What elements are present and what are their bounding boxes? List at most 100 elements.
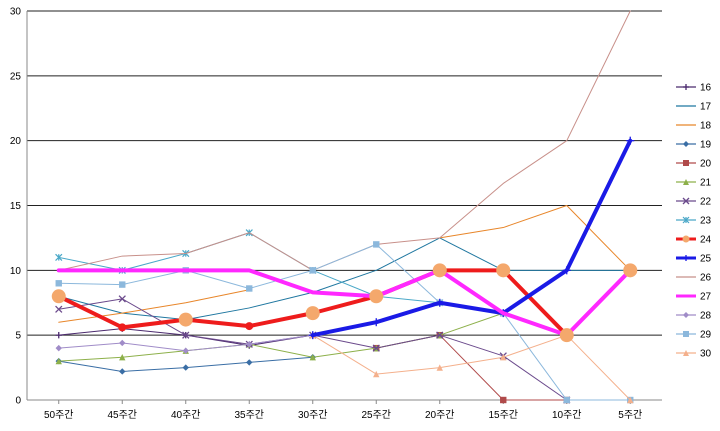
data-point-29	[373, 241, 380, 248]
y-axis-ticks: 0 5 10 15 20 25 30	[10, 7, 22, 407]
legend-label: 24	[700, 235, 712, 246]
legend-item-21: 21	[676, 178, 712, 189]
legend-label: 19	[700, 140, 712, 151]
markers-layer	[51, 263, 638, 343]
legend-item-16: 16	[676, 83, 712, 94]
y-tick-label: 30	[10, 7, 22, 18]
data-point-24	[245, 322, 254, 331]
legend-label: 21	[700, 178, 712, 189]
data-point-23	[55, 253, 63, 261]
data-point-28	[182, 347, 189, 354]
legend-label: 18	[700, 121, 712, 132]
data-point-25	[372, 318, 381, 327]
data-point-22	[118, 295, 126, 303]
legend-marker	[682, 197, 690, 205]
series-line-18	[439, 205, 631, 271]
series-line-25	[310, 138, 633, 338]
legend-label: 27	[700, 292, 712, 303]
legend-item-19: 19	[676, 140, 712, 151]
data-point-21	[55, 357, 62, 365]
data-point-19	[119, 368, 126, 375]
data-point-21	[309, 354, 316, 361]
series-17	[58, 237, 631, 321]
legend-label: 30	[700, 349, 712, 360]
highlight-point-24	[51, 289, 66, 304]
legend-label: 22	[700, 197, 712, 208]
series-line-18	[58, 289, 250, 323]
x-tick-label: 15주간	[488, 409, 518, 421]
data-point-20	[500, 396, 507, 404]
x-tick-label: 35주간	[234, 409, 264, 421]
legend-label: 26	[700, 273, 712, 284]
data-point-25	[626, 136, 635, 145]
legend-item-24: 24	[676, 235, 712, 246]
data-point-25	[308, 331, 317, 340]
legend-marker	[683, 160, 689, 166]
x-tick-label: 50주간	[44, 409, 74, 421]
data-point-29	[119, 281, 126, 288]
data-point-29	[55, 280, 62, 287]
data-point-30	[500, 354, 507, 361]
data-point-19	[182, 364, 189, 371]
x-tick-label: 45주간	[107, 409, 137, 421]
data-point-29	[246, 285, 253, 292]
highlight-point-24	[623, 263, 638, 278]
series-line-17	[58, 237, 631, 321]
legend-marker	[682, 235, 690, 243]
data-point-16	[55, 331, 62, 339]
x-tick-label: 10주간	[552, 409, 582, 421]
legend-item-29: 29	[676, 330, 712, 341]
legend-item-26: 26	[676, 273, 712, 284]
series-line-30	[312, 334, 631, 401]
y-tick-label: 5	[15, 331, 21, 342]
series-line-27	[56, 268, 633, 338]
highlight-point-24	[559, 328, 574, 343]
highlight-point-24	[432, 263, 447, 278]
data-point-22	[436, 331, 444, 339]
highlight-point-24	[496, 263, 511, 278]
legend-item-20: 20	[676, 159, 712, 170]
legend-item-28: 28	[676, 311, 712, 322]
legend-marker	[683, 84, 689, 90]
data-point-22	[372, 344, 380, 352]
data-point-24	[118, 323, 127, 332]
data-point-30	[436, 364, 443, 371]
series-27	[56, 268, 633, 338]
data-point-21	[119, 354, 126, 361]
series-25	[308, 136, 635, 340]
x-tick-label: 20주간	[425, 409, 455, 421]
y-tick-label: 0	[15, 396, 21, 407]
legend-label: 17	[700, 102, 712, 113]
data-point-30	[627, 396, 634, 404]
legend-item-30: 30	[676, 349, 712, 360]
legend-label: 29	[700, 330, 712, 341]
data-point-28	[246, 341, 253, 348]
data-point-19	[246, 359, 253, 366]
x-axis-ticks: 50주간 45주간 40주간 35주간 30주간 25주간 20주간 15주간 10주간 5주간	[44, 400, 642, 421]
legend-label: 25	[700, 254, 712, 265]
legend-marker	[683, 312, 689, 318]
legend-item-18: 18	[676, 121, 712, 132]
legend-item-23: 23	[676, 216, 712, 227]
legend-item-17: 17	[676, 102, 712, 113]
x-tick-label: 5주간	[618, 409, 642, 421]
legend-marker	[683, 255, 689, 261]
legend-label: 16	[700, 83, 712, 94]
legend-marker	[683, 141, 689, 147]
legend: 16 17 18 19 20 21 22 23 24 25 26 27 28 29 30	[676, 83, 712, 360]
legend-label: 20	[700, 159, 712, 170]
x-tick-label: 30주간	[298, 409, 328, 421]
legend-marker	[682, 216, 690, 224]
legend-marker	[683, 179, 689, 185]
legend-label: 23	[700, 216, 712, 227]
y-tick-label: 10	[10, 266, 22, 277]
x-tick-label: 25주간	[361, 409, 391, 421]
data-point-28	[119, 339, 126, 347]
data-point-29	[309, 267, 316, 274]
data-point-25	[435, 298, 444, 307]
data-point-30	[373, 370, 380, 378]
data-point-29	[563, 396, 570, 404]
legend-item-25: 25	[676, 254, 712, 265]
